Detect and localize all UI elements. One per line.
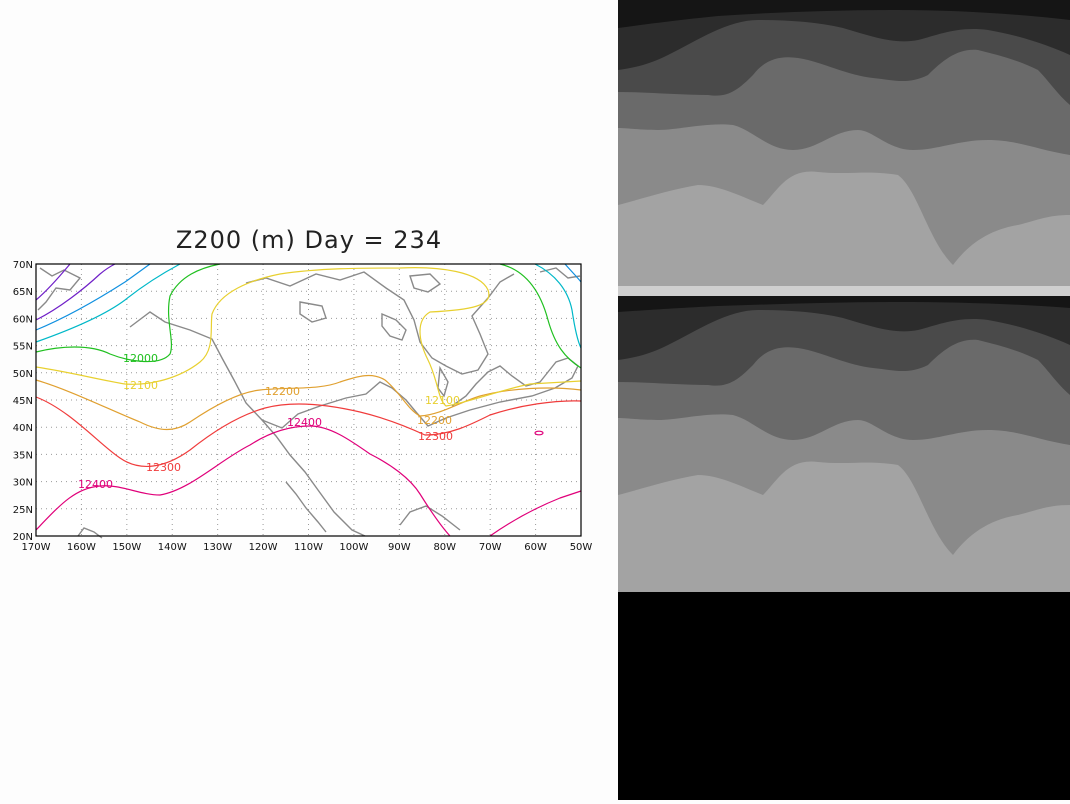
contour-11700-west [35,263,71,301]
map-frame [35,263,582,537]
contour-label-12100-west: 12100 [123,379,158,392]
lat-tick-label: 70N [13,260,33,271]
empty-black-area [618,592,1070,800]
lat-tick-label: 40N [13,423,33,434]
longitude-tick-labels: 170W 160W 150W 140W 130W 120W 110W 100W 90W 80W 70… [22,542,593,553]
grayscale-image-panel [618,0,1070,800]
contour-label-12000: 12000 [123,352,158,365]
contour-12000 [35,263,221,363]
contour-12400 [35,425,451,537]
contour-12400-east [489,490,582,537]
lat-tick-label: 45N [13,396,33,407]
latitude-tick-labels: 20N 25N 30N 35N 40N 45N 50N 55N 60N 65N 70N [13,260,33,543]
contour-label-12400-west: 12400 [78,478,113,491]
contour-label-12200-west: 12200 [265,385,300,398]
lon-tick-label: 90W [388,542,411,553]
lon-tick-label: 120W [249,542,278,553]
bottom-grayscale-image [618,296,1070,592]
contour-labels: 12400 12400 12300 12300 12200 12200 1210… [78,352,460,491]
contour-11800-east [564,263,582,283]
grayscale-field-images [618,0,1070,800]
lon-tick-label: 110W [294,542,323,553]
lat-tick-label: 65N [13,287,33,298]
lon-tick-label: 160W [67,542,96,553]
contour-12000-east [499,263,582,369]
contour-label-12100-east: 12100 [425,394,460,407]
lon-tick-label: 70W [479,542,502,553]
top-grayscale-image [618,0,1070,296]
contour-label-12300-west: 12300 [146,461,181,474]
lat-tick-label: 25N [13,505,33,516]
lat-tick-label: 60N [13,314,33,325]
contour-11900 [35,263,181,343]
lat-tick-label: 30N [13,478,33,489]
contour-12100 [35,267,582,407]
lon-tick-label: 170W [22,542,51,553]
contour-label-12200-east: 12200 [417,414,452,427]
lon-tick-label: 80W [433,542,456,553]
lon-tick-label: 50W [570,542,593,553]
lon-tick-label: 100W [339,542,368,553]
contour-12300 [35,396,582,467]
contour-11900-east [534,263,582,349]
contour-11800 [35,263,151,331]
map-figure: 12400 12400 12300 12300 12200 12200 1210… [13,260,593,553]
lat-tick-label: 20N [13,532,33,543]
lat-tick-label: 50N [13,369,33,380]
lat-tick-label: 55N [13,342,33,353]
lon-tick-label: 130W [203,542,232,553]
plot-title: Z200 (m) Day = 234 [175,226,443,254]
contour-lines [35,263,582,537]
contour-12200 [35,374,582,431]
lat-tick-label: 35N [13,450,33,461]
lon-tick-label: 60W [524,542,547,553]
contour-12400-closed [534,430,544,436]
lon-tick-label: 150W [112,542,141,553]
contour-11700 [35,263,116,321]
map-gridlines [36,264,581,536]
plot-panel: Z200 (m) Day = 234 [12,226,593,553]
contour-label-12300-east: 12300 [418,430,453,443]
lon-tick-label: 140W [158,542,187,553]
contour-label-12400-center: 12400 [287,416,322,429]
